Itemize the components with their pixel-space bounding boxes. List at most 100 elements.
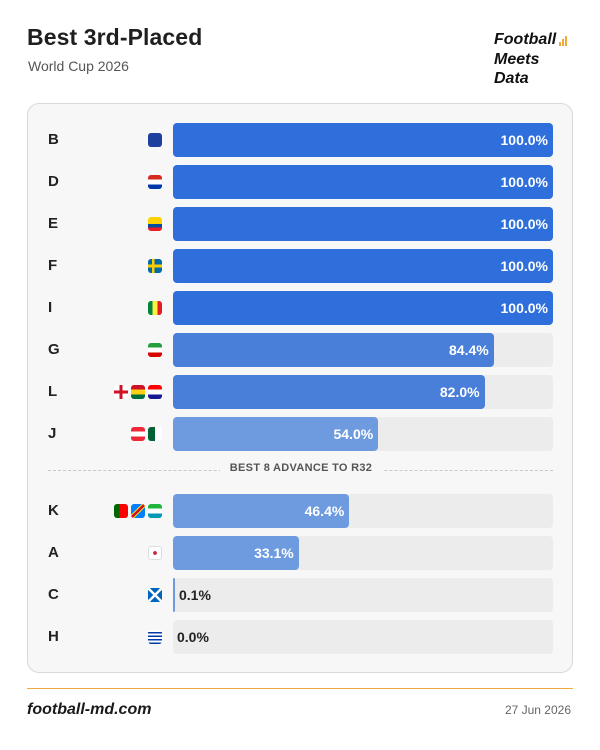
- flag-group: [148, 301, 162, 315]
- bar-row-i: I 100.0%: [28, 291, 574, 325]
- chart-title: Best 3rd-Placed: [27, 24, 203, 50]
- bar-row-e: E 100.0%: [28, 207, 574, 241]
- cutoff-label: BEST 8 ADVANCE TO R32: [28, 462, 574, 474]
- dr-congo-flag-icon: [131, 504, 145, 518]
- bar: [173, 417, 379, 451]
- flag-group: [131, 427, 162, 441]
- sweden-flag-icon: [148, 259, 162, 273]
- bar-track: 0.0%: [173, 620, 553, 654]
- logo-line-2: Meets: [494, 50, 540, 68]
- south-korea-flag-icon: [148, 546, 162, 560]
- bosnia-flag-icon: [148, 133, 162, 147]
- bar-value-label: 84.4%: [449, 342, 489, 358]
- bar-value-label: 100.0%: [500, 300, 548, 316]
- england-flag-icon: [114, 385, 128, 399]
- group-label: E: [48, 215, 59, 232]
- bar-track: 84.4%: [173, 333, 553, 367]
- footer-rule: [27, 688, 573, 689]
- bar-track: 46.4%: [173, 494, 553, 528]
- bar-row-g: G 84.4%: [28, 333, 574, 367]
- bar-row-c: C 0.1%: [28, 578, 574, 612]
- flag-group: [114, 504, 162, 518]
- bar: [173, 165, 553, 199]
- bar: [173, 123, 553, 157]
- group-label: F: [48, 257, 58, 274]
- bar-value-label: 0.0%: [177, 629, 209, 645]
- cutoff-label-text: BEST 8 ADVANCE TO R32: [219, 462, 383, 474]
- flag-group: [148, 343, 162, 357]
- bar-track: 82.0%: [173, 375, 553, 409]
- group-label: G: [48, 341, 60, 358]
- bar-track: 100.0%: [173, 123, 553, 157]
- footer-date: 27 Jun 2026: [504, 703, 571, 717]
- flag-group: [148, 546, 162, 560]
- group-label: H: [48, 628, 59, 645]
- flag-group: [148, 217, 162, 231]
- bar-row-a: A 33.1%: [28, 536, 574, 570]
- bar: [173, 494, 350, 528]
- logo-line-3: Data: [494, 70, 529, 87]
- bar-track: 100.0%: [173, 291, 553, 325]
- bar-row-k: K 46.4%: [28, 494, 574, 528]
- bar-value-label: 82.0%: [439, 384, 480, 400]
- bar-value-label: 46.4%: [304, 503, 345, 519]
- bar-row-d: D 100.0%: [28, 165, 574, 199]
- group-label: L: [48, 383, 58, 400]
- ghana-flag-icon: [131, 385, 145, 399]
- bar: [173, 207, 553, 241]
- flag-group: [148, 588, 162, 602]
- footer-site[interactable]: football-md.com: [27, 701, 152, 718]
- iran-flag-icon: [148, 343, 162, 357]
- bar-row-h: H 0.0%: [28, 620, 574, 654]
- bar-value-label: 33.1%: [254, 545, 294, 561]
- flag-group: [148, 259, 162, 273]
- bar-track: 54.0%: [173, 417, 553, 451]
- uzbekistan-flag-icon: [148, 504, 162, 518]
- bar-value-label: 0.1%: [179, 587, 211, 603]
- group-label: B: [48, 131, 59, 148]
- ecuador-flag-icon: [148, 217, 162, 231]
- group-label: D: [48, 173, 59, 190]
- group-label: J: [48, 425, 57, 442]
- bar-chart-icon: [559, 35, 568, 46]
- bar-row-j: J 54.0%: [28, 417, 574, 451]
- brand-logo: Football Meets Data: [494, 30, 584, 89]
- senegal-flag-icon: [148, 301, 162, 315]
- uruguay-flag-icon: [148, 630, 162, 644]
- austria-flag-icon: [131, 427, 145, 441]
- bar-row-b: B 100.0%: [28, 123, 574, 157]
- bar-track: 0.1%: [173, 578, 553, 612]
- group-label: I: [48, 299, 53, 316]
- bar: [173, 536, 299, 570]
- group-label: K: [48, 502, 59, 519]
- flag-group: [148, 630, 162, 644]
- flag-group: [114, 385, 162, 399]
- bar-value-label: 100.0%: [500, 174, 548, 190]
- flag-group: [148, 133, 162, 147]
- group-label: C: [48, 586, 59, 603]
- group-label: A: [48, 544, 59, 561]
- bar: [173, 578, 175, 612]
- logo-line-1: Football: [494, 31, 557, 48]
- portugal-flag-icon: [114, 504, 128, 518]
- bar-value-label: 54.0%: [333, 426, 374, 442]
- bar-row-f: F 100.0%: [28, 249, 574, 283]
- scotland-flag-icon: [148, 588, 162, 602]
- algeria-flag-icon: [148, 427, 162, 441]
- bar: [173, 291, 553, 325]
- bar: [173, 333, 494, 367]
- bar-row-l: L 82.0%: [28, 375, 574, 409]
- bar-value-label: 100.0%: [500, 132, 548, 148]
- croatia-flag-icon: [148, 385, 162, 399]
- bar-track: 100.0%: [173, 165, 553, 199]
- bar: [173, 375, 485, 409]
- bar: [173, 249, 553, 283]
- bar-track: 33.1%: [173, 536, 553, 570]
- chart-panel: BEST 8 ADVANCE TO R32 B 100.0% D 100.0% E 100…: [27, 103, 573, 673]
- paraguay-flag-icon: [148, 175, 162, 189]
- bar-value-label: 100.0%: [500, 258, 548, 274]
- chart-subtitle: World Cup 2026: [28, 58, 129, 74]
- bar-track: 100.0%: [173, 207, 553, 241]
- bar-track: 100.0%: [173, 249, 553, 283]
- flag-group: [148, 175, 162, 189]
